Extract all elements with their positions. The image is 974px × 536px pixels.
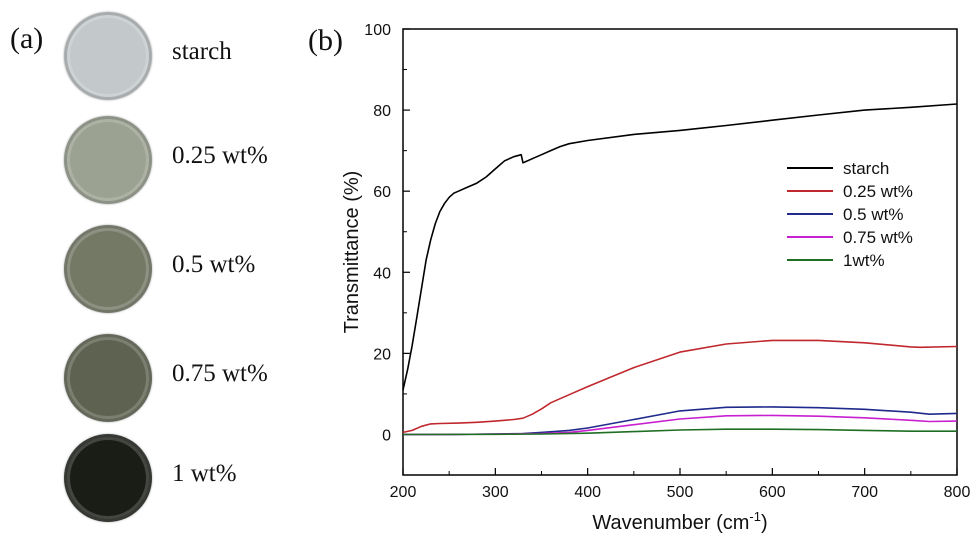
legend: starch 0.25 wt% 0.5 wt% 0.75 wt% 1wt% <box>787 159 913 270</box>
series-lines <box>402 103 958 436</box>
x-tick-label: 500 <box>667 484 694 501</box>
x-tick-label: 800 <box>944 484 971 501</box>
film-disc-starch <box>64 12 152 100</box>
y-tick-label: 20 <box>373 346 391 363</box>
legend-label: 0.25 wt% <box>843 182 913 201</box>
legend-label: 1wt% <box>843 251 885 270</box>
legend-label: 0.75 wt% <box>843 228 913 247</box>
film-label-0-25: 0.25 wt% <box>172 142 268 169</box>
x-axis-label: Wavenumber (cm-1) <box>592 509 767 534</box>
series-line <box>402 428 957 436</box>
x-tick-label: 600 <box>759 484 786 501</box>
film-label-0-5: 0.5 wt% <box>172 251 256 278</box>
y-tick-label: 60 <box>373 184 391 201</box>
y-tick-label: 40 <box>373 265 391 282</box>
film-label-starch: starch <box>172 38 232 65</box>
series-line <box>402 103 958 391</box>
series-line <box>402 339 958 434</box>
legend-label: starch <box>843 159 889 178</box>
x-tick-label: 300 <box>482 484 509 501</box>
film-disc-0-5 <box>64 225 152 313</box>
film-sample-0-25: 0.25 wt% <box>64 116 324 216</box>
film-disc-0-25 <box>64 116 152 204</box>
film-disc-1 <box>64 434 152 522</box>
film-sample-0-5: 0.5 wt% <box>64 225 324 325</box>
y-tick-label: 80 <box>373 103 391 120</box>
series-line <box>403 414 958 436</box>
film-disc-0-75 <box>64 334 152 422</box>
x-tick-label: 400 <box>574 484 601 501</box>
x-tick-label: 200 <box>390 484 417 501</box>
x-tick-label: 700 <box>851 484 878 501</box>
y-axis-label: Transmittance (%) <box>341 171 363 334</box>
y-tick-label: 0 <box>382 427 391 444</box>
film-sample-0-75: 0.75 wt% <box>64 334 324 434</box>
legend-label: 0.5 wt% <box>843 205 903 224</box>
film-label-0-75: 0.75 wt% <box>172 360 268 387</box>
film-sample-1: 1 wt% <box>64 434 324 534</box>
film-label-1: 1 wt% <box>172 460 237 487</box>
y-tick-label: 100 <box>364 22 391 39</box>
panel-b-label: (b) <box>308 24 343 57</box>
film-sample-starch: starch <box>64 12 324 112</box>
panel-a-label: (a) <box>10 22 44 55</box>
